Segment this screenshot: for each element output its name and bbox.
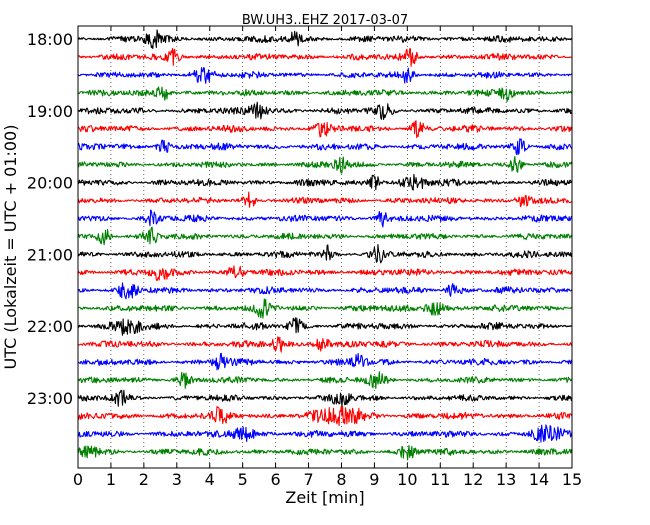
ticks-layer: 0 1 2 3 4 5 6 7 8 9 10 11 12 13 14 1518:0019:0020:0021:… [27,26,582,489]
trace-black [78,101,572,120]
y-tick-label: 22:00 [27,317,73,336]
trace-blue [78,138,572,156]
x-tick-label: 5 [238,470,248,489]
trace-green [78,155,572,174]
x-tick-label: 6 [271,470,281,489]
trace-red [78,405,572,427]
trace-black [78,317,572,336]
y-tick-label: 19:00 [27,102,73,121]
trace-black [78,29,572,49]
trace-green [78,86,572,103]
traces-layer [78,29,572,461]
y-axis-label: UTC (Lokalzeit = UTC + 01:00) [1,125,20,370]
trace-red [78,265,572,282]
x-tick-label: 11 [430,470,450,489]
y-tick-label: 23:00 [27,389,73,408]
x-tick-label: 1 [106,470,116,489]
trace-red [78,191,572,208]
trace-blue [78,209,572,228]
x-tick-label: 4 [205,470,215,489]
x-tick-label: 3 [172,470,182,489]
trace-black [78,243,572,264]
x-tick-label: 8 [336,470,346,489]
trace-black [78,173,572,191]
x-tick-label: 14 [529,470,549,489]
plot-frame [77,25,573,469]
trace-black [78,389,572,408]
grid-layer [110,26,540,468]
trace-blue [78,424,572,443]
trace-green [78,444,572,461]
y-tick-label: 20:00 [27,174,73,193]
x-tick-label: 9 [369,470,379,489]
y-tick-label: 21:00 [27,245,73,264]
trace-green [78,371,572,390]
x-tick-label: 12 [463,470,483,489]
x-tick-label: 2 [139,470,149,489]
chart-title: BW.UH3..EHZ 2017-03-07 [242,13,408,28]
trace-blue [78,352,572,371]
x-tick-label: 13 [496,470,516,489]
trace-blue [78,282,572,300]
x-tick-label: 10 [397,470,417,489]
trace-red [78,47,572,67]
x-tick-label: 15 [562,470,582,489]
trace-red [78,120,572,139]
trace-red [78,336,572,353]
x-axis-label: Zeit [min] [285,488,364,507]
x-tick-label: 7 [303,470,313,489]
x-tick-label: 0 [73,470,83,489]
y-tick-label: 18:00 [27,30,73,49]
trace-blue [78,67,572,84]
trace-green [78,298,572,319]
trace-green [78,226,572,246]
